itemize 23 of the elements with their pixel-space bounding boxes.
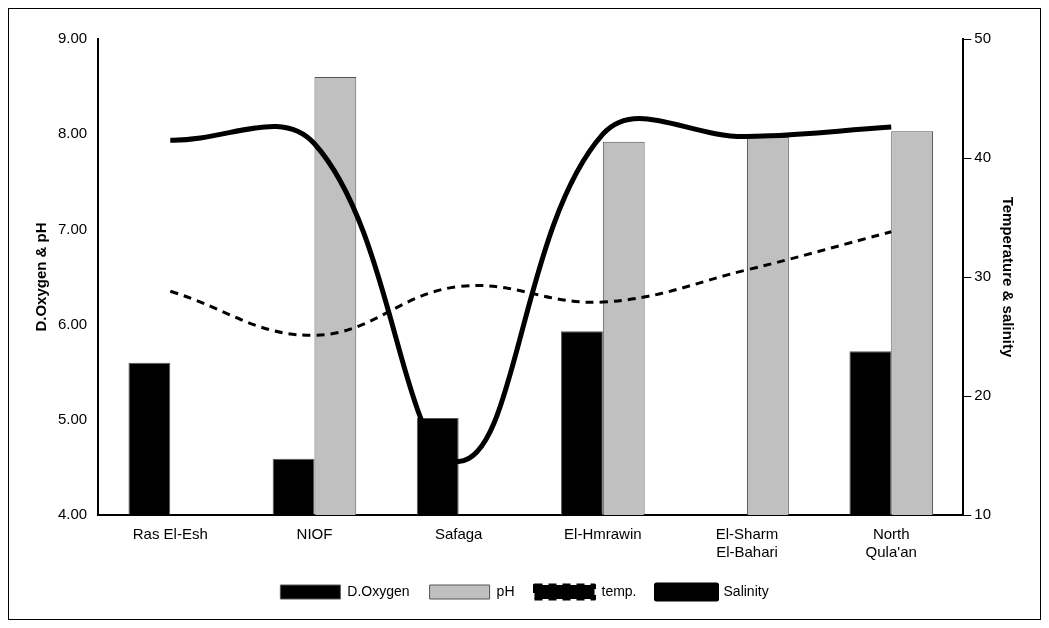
y-axis-title: D.Oxygen & pH bbox=[32, 222, 50, 332]
y-tick-label: 5.00 bbox=[57, 409, 88, 427]
x-tick-label: North Qula'an bbox=[865, 525, 917, 561]
x-tick-label: El-Sharm El-Bahari bbox=[715, 525, 779, 561]
y2-tick-label: 40 bbox=[974, 148, 991, 166]
x-tick-label: NIOF bbox=[296, 525, 333, 543]
legend-label: pH bbox=[496, 582, 515, 599]
y-tick-label: 6.00 bbox=[57, 314, 88, 332]
x-tick-label: Safaga bbox=[434, 525, 484, 543]
x-tick-label: Ras El-Esh bbox=[132, 525, 208, 543]
y2-axis-title: Temperature & salinity bbox=[999, 196, 1017, 358]
legend-label: Salinity bbox=[723, 582, 769, 599]
y2-tick-label: 30 bbox=[974, 267, 991, 285]
y2-tick-label: 20 bbox=[974, 386, 991, 404]
legend-label: D.Oxygen bbox=[347, 582, 410, 599]
y-tick-label: 7.00 bbox=[57, 219, 88, 237]
x-tick-label: El-Hmrawin bbox=[564, 525, 642, 543]
y-tick-label: 9.00 bbox=[57, 29, 88, 47]
legend-label: temp. bbox=[601, 582, 637, 599]
y2-tick-label: 10 bbox=[974, 505, 991, 523]
y-tick-label: 8.00 bbox=[57, 124, 88, 142]
y2-tick-label: 50 bbox=[974, 29, 991, 47]
y-tick-label: 4.00 bbox=[57, 505, 88, 523]
